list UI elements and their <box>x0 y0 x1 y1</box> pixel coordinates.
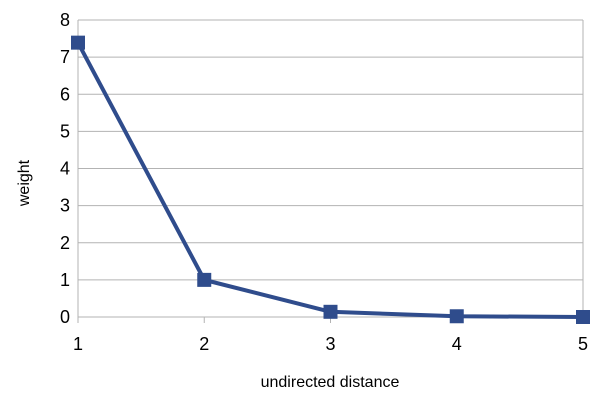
gridlines <box>78 19 583 281</box>
x-tick-label-1: 1 <box>73 334 83 354</box>
x-tick-label-5: 5 <box>578 334 588 354</box>
y-tick-label-6: 6 <box>60 84 70 104</box>
y-tick-label-8: 8 <box>60 10 70 30</box>
data-point-2 <box>197 272 212 287</box>
series <box>71 35 590 324</box>
y-tick-label-0: 0 <box>60 307 70 327</box>
y-tick-label-2: 2 <box>60 233 70 253</box>
data-point-4 <box>449 309 464 324</box>
axes <box>77 20 584 323</box>
y-tick-label-1: 1 <box>60 270 70 290</box>
x-tick-label-3: 3 <box>325 334 335 354</box>
y-tick-label-4: 4 <box>60 159 70 179</box>
y-tick-label-3: 3 <box>60 196 70 216</box>
y-axis-label: weight <box>16 159 33 207</box>
series-line-0 <box>76 40 585 319</box>
y-tick-label-7: 7 <box>60 47 70 67</box>
x-axis-label: undirected distance <box>261 374 400 391</box>
x-tick-labels: 1 2 3 4 5 <box>73 334 588 354</box>
y-tick-labels: 0 1 2 3 4 5 6 7 8 <box>60 10 70 327</box>
x-tick-label-2: 2 <box>199 334 209 354</box>
x-tick-label-4: 4 <box>452 334 462 354</box>
y-tick-label-5: 5 <box>60 121 70 141</box>
data-point-5 <box>576 310 590 324</box>
data-point-3 <box>323 304 338 319</box>
data-point-1 <box>71 35 85 50</box>
